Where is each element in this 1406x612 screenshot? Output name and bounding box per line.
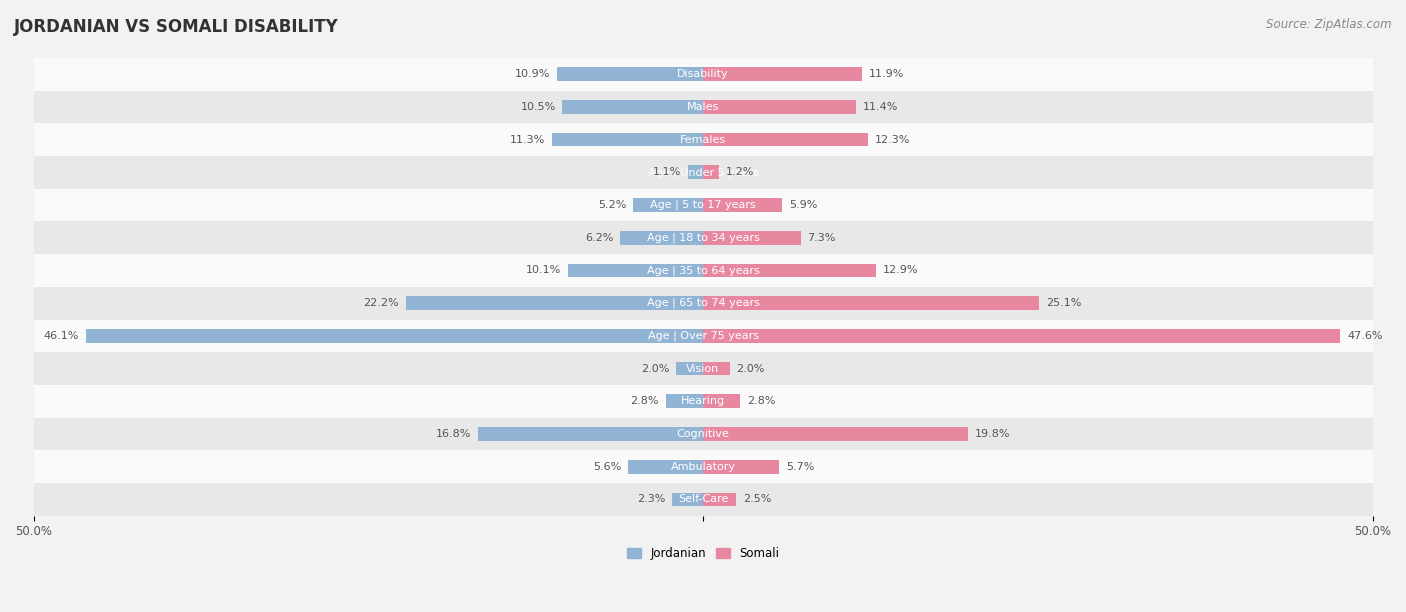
Text: 11.4%: 11.4% [862, 102, 897, 112]
Bar [478, 427, 703, 441]
Text: Vision: Vision [686, 364, 720, 373]
Bar [34, 123, 1372, 156]
Bar [703, 231, 801, 245]
Bar [703, 165, 718, 179]
Text: 6.2%: 6.2% [585, 233, 613, 243]
Text: 5.7%: 5.7% [786, 461, 814, 472]
Bar [703, 198, 782, 212]
Bar [34, 483, 1372, 516]
Text: 12.9%: 12.9% [883, 266, 918, 275]
Bar [34, 91, 1372, 123]
Text: Source: ZipAtlas.com: Source: ZipAtlas.com [1267, 18, 1392, 31]
Bar [34, 417, 1372, 450]
Bar [628, 460, 703, 474]
Bar [34, 450, 1372, 483]
Bar [703, 427, 969, 441]
Bar [703, 296, 1039, 310]
Text: Age | 35 to 64 years: Age | 35 to 64 years [647, 265, 759, 275]
Text: Ambulatory: Ambulatory [671, 461, 735, 472]
Bar [703, 329, 1340, 343]
Text: Disability: Disability [678, 69, 728, 79]
Text: 12.3%: 12.3% [875, 135, 910, 144]
Text: 5.2%: 5.2% [599, 200, 627, 210]
Bar [34, 287, 1372, 319]
Text: 2.3%: 2.3% [637, 494, 665, 504]
Text: 1.1%: 1.1% [654, 167, 682, 177]
Bar [34, 254, 1372, 287]
Bar [34, 319, 1372, 353]
Bar [34, 156, 1372, 188]
Text: Hearing: Hearing [681, 397, 725, 406]
Bar [406, 296, 703, 310]
Text: 5.6%: 5.6% [593, 461, 621, 472]
Text: 25.1%: 25.1% [1046, 298, 1081, 308]
Bar [703, 264, 876, 277]
Bar [568, 264, 703, 277]
Bar [676, 362, 703, 375]
Text: 2.5%: 2.5% [744, 494, 772, 504]
Text: Males: Males [688, 102, 718, 112]
Text: 10.9%: 10.9% [515, 69, 550, 79]
Text: 11.3%: 11.3% [510, 135, 546, 144]
Text: 16.8%: 16.8% [436, 429, 471, 439]
Bar [34, 188, 1372, 222]
Text: 47.6%: 47.6% [1347, 331, 1382, 341]
Bar [86, 329, 703, 343]
Legend: Jordanian, Somali: Jordanian, Somali [621, 542, 785, 565]
Text: 2.8%: 2.8% [630, 397, 659, 406]
Bar [703, 493, 737, 506]
Text: Age | 65 to 74 years: Age | 65 to 74 years [647, 298, 759, 308]
Bar [34, 385, 1372, 417]
Text: 7.3%: 7.3% [807, 233, 835, 243]
Text: 5.9%: 5.9% [789, 200, 817, 210]
Text: 10.1%: 10.1% [526, 266, 561, 275]
Bar [672, 493, 703, 506]
Bar [34, 58, 1372, 91]
Text: 2.8%: 2.8% [747, 397, 776, 406]
Bar [34, 222, 1372, 254]
Bar [703, 133, 868, 146]
Bar [551, 133, 703, 146]
Text: Age | Over 75 years: Age | Over 75 years [648, 330, 758, 341]
Text: 2.0%: 2.0% [737, 364, 765, 373]
Text: Self-Care: Self-Care [678, 494, 728, 504]
Text: Age | Under 5 years: Age | Under 5 years [648, 167, 758, 177]
Bar [562, 100, 703, 114]
Bar [703, 362, 730, 375]
Text: 10.5%: 10.5% [520, 102, 555, 112]
Bar [557, 67, 703, 81]
Bar [703, 394, 741, 408]
Bar [620, 231, 703, 245]
Bar [703, 460, 779, 474]
Bar [689, 165, 703, 179]
Bar [633, 198, 703, 212]
Bar [34, 353, 1372, 385]
Text: 1.2%: 1.2% [725, 167, 754, 177]
Text: Age | 5 to 17 years: Age | 5 to 17 years [650, 200, 756, 211]
Text: 2.0%: 2.0% [641, 364, 669, 373]
Text: Females: Females [681, 135, 725, 144]
Text: Cognitive: Cognitive [676, 429, 730, 439]
Text: 11.9%: 11.9% [869, 69, 904, 79]
Text: 22.2%: 22.2% [363, 298, 399, 308]
Bar [665, 394, 703, 408]
Bar [703, 67, 862, 81]
Text: 19.8%: 19.8% [974, 429, 1011, 439]
Text: 46.1%: 46.1% [44, 331, 79, 341]
Text: JORDANIAN VS SOMALI DISABILITY: JORDANIAN VS SOMALI DISABILITY [14, 18, 339, 36]
Text: Age | 18 to 34 years: Age | 18 to 34 years [647, 233, 759, 243]
Bar [703, 100, 856, 114]
